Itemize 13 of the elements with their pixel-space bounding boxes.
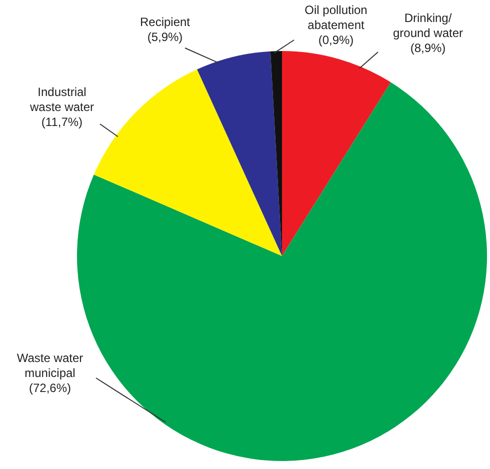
- data-label: (11,7%): [41, 115, 83, 129]
- slice-label: Oil pollution abatement: [304, 3, 368, 32]
- data-label: (0,9%): [318, 33, 354, 47]
- slice-label: Drinking/ ground water: [392, 11, 464, 40]
- data-label: (5,9%): [147, 30, 183, 44]
- pie-slice: [282, 51, 391, 256]
- slice-label: Recipient: [140, 15, 191, 29]
- slice-label: Waste water municipal: [16, 351, 84, 380]
- data-label: (8,9%): [410, 41, 446, 55]
- slice-label: Industrial waste water: [28, 85, 94, 114]
- pie-slice: [197, 51, 282, 256]
- data-label: (72,6%): [28, 381, 72, 395]
- pie-slice: [94, 69, 282, 256]
